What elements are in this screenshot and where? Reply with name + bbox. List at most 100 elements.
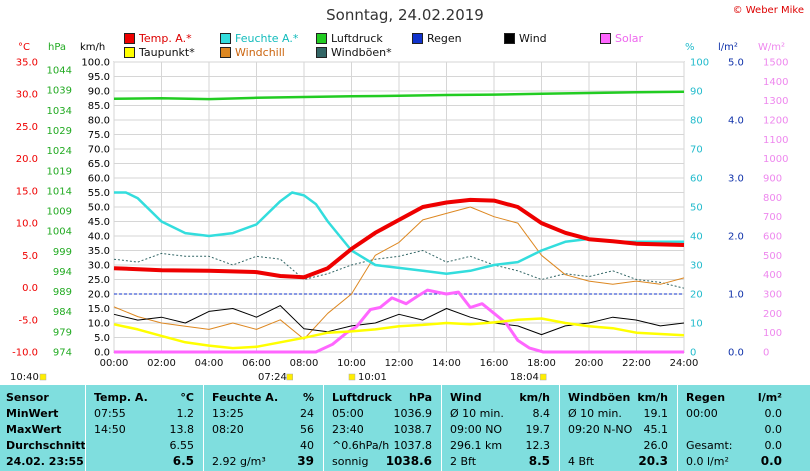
column-head: Regen xyxy=(686,391,726,404)
stats-cell-label: 2.92 g/m³ xyxy=(212,455,266,468)
x-tick-label: 12:00 xyxy=(385,358,414,369)
wind-axis-tick-label: 5.0 xyxy=(94,333,110,344)
stats-cell-label: 08:20 xyxy=(212,423,244,436)
temp-axis-tick-label: 0.0 xyxy=(22,283,38,294)
stats-column: Regen l/m² 00:00 0.0 0.0 Gesamt: 0.0 0.0 l/m² 0.… xyxy=(680,385,790,471)
time-marker-dot xyxy=(539,373,547,381)
stats-column: Temp. A. °C 07:55 1.2 14:50 13.8 6.55 6.5 xyxy=(88,385,202,471)
wind-axis-tick-label: 75.0 xyxy=(88,130,110,141)
pressure-axis-tick-label: 994 xyxy=(53,267,72,278)
humidity-axis-tick-label: 50 xyxy=(690,203,703,214)
legend-label: Windchill xyxy=(235,46,285,59)
stats-cell-value: 8.5 xyxy=(528,454,550,468)
solar-axis-tick-label: 0 xyxy=(763,348,769,359)
legend-item: Wind xyxy=(504,32,547,45)
time-marker-dot xyxy=(286,373,293,381)
series-line-windb-en xyxy=(113,250,685,289)
rain-unit-label: l/m² xyxy=(718,42,738,53)
humidity-unit-label: % xyxy=(685,42,695,53)
pressure-axis-tick-label: 1044 xyxy=(47,66,72,77)
wind-axis-tick-label: 95.0 xyxy=(88,72,110,83)
legend-swatch xyxy=(220,47,231,58)
wind-axis-tick-label: 60.0 xyxy=(88,174,110,185)
stats-cell-value: 56 xyxy=(300,423,314,436)
pressure-axis-tick-label: 1029 xyxy=(47,126,72,137)
stats-cell-value: 39 xyxy=(297,454,314,468)
legend-label: Temp. A.* xyxy=(139,32,192,45)
time-marker-sunrise: 07:24 xyxy=(258,372,287,383)
column-unit: °C xyxy=(180,391,194,404)
durchschnitt-label: Durchschnitt xyxy=(6,439,86,452)
x-tick-label: 08:00 xyxy=(290,358,319,369)
column-head: Wind xyxy=(450,391,482,404)
wind-axis-tick-label: 30.0 xyxy=(88,261,110,272)
solar-axis-tick-label: 1500 xyxy=(763,58,788,69)
stats-cell-value: 0.0 xyxy=(764,423,783,436)
series-line-windchill xyxy=(113,206,685,340)
column-head: Luftdruck xyxy=(332,391,392,404)
legend-swatch xyxy=(600,33,611,44)
stats-column: Feuchte A.% 13:25 24 08:20 56 40 2.92 g/m³ 39 xyxy=(206,385,322,471)
legend-label: Windböen* xyxy=(331,46,392,59)
humidity-axis-tick-label: 40 xyxy=(690,232,703,243)
stats-cell-label: 05:00 xyxy=(332,407,364,420)
stats-cell-value: 12.3 xyxy=(525,439,551,452)
humidity-axis-tick-label: 10 xyxy=(690,319,703,330)
column-separator xyxy=(85,385,86,471)
pressure-axis-tick-label: 989 xyxy=(53,287,72,298)
x-tick-label: 16:00 xyxy=(480,358,509,369)
wind-axis-tick-label: 25.0 xyxy=(88,275,110,286)
legend-swatch xyxy=(504,33,515,44)
legend-item: Feuchte A.* xyxy=(220,32,298,45)
pressure-axis-tick-label: 1014 xyxy=(47,186,72,197)
legend-label: Wind xyxy=(519,32,547,45)
series-line-solar xyxy=(114,288,684,354)
stats-cell-value: 1037.8 xyxy=(393,439,433,452)
legend-swatch xyxy=(124,47,135,58)
stats-cell-label: 0.0 l/m² xyxy=(686,455,729,468)
humidity-axis-tick-label: 20 xyxy=(690,290,703,301)
stats-cell-label: Gesamt: xyxy=(686,439,733,452)
column-unit: hPa xyxy=(408,391,432,404)
stats-column: Windböen km/h Ø 10 min. 19.1 09:20 N-NO 45.1 2… xyxy=(562,385,676,471)
time-marker-dot xyxy=(39,373,47,381)
stats-cell-value: 0.0 xyxy=(760,454,782,468)
column-separator xyxy=(203,385,204,471)
solar-axis-tick-label: 800 xyxy=(763,193,782,204)
stats-cell-value: 1038.7 xyxy=(393,423,433,436)
column-unit: km/h xyxy=(637,391,668,404)
x-tick-label: 18:00 xyxy=(527,358,556,369)
stats-cell-value: 19.7 xyxy=(525,423,551,436)
wind-axis-tick-label: 10.0 xyxy=(88,319,110,330)
stats-cell-value: 0.0 xyxy=(764,439,783,452)
legend-label: Solar xyxy=(615,32,644,45)
x-tick-label: 06:00 xyxy=(242,358,271,369)
legend-label: Feuchte A.* xyxy=(235,32,299,45)
series-line-temp-a xyxy=(113,197,685,280)
solar-axis-tick-label: 900 xyxy=(763,174,782,185)
minwert-label: MinWert xyxy=(6,407,59,420)
series-line-luftdruck xyxy=(113,90,685,101)
legend-item: Windböen* xyxy=(316,46,392,59)
temp-axis-tick-label: -5.0 xyxy=(18,315,38,326)
stats-column: Wind km/h Ø 10 min. 8.4 09:00 NO 19.7 296.1 km… xyxy=(444,385,558,471)
stats-cell-label: Ø 10 min. xyxy=(568,407,622,420)
legend-item: Regen xyxy=(412,32,462,45)
rain-axis-tick-label: 1.0 xyxy=(728,290,744,301)
pressure-axis-tick-label: 999 xyxy=(53,247,72,258)
humidity-axis-tick-label: 80 xyxy=(690,116,703,127)
solar-axis-tick-label: 1400 xyxy=(763,77,788,88)
rain-axis-tick-label: 5.0 xyxy=(728,58,744,69)
rain-axis-tick-label: 3.0 xyxy=(728,174,744,185)
solar-axis-tick-label: 1000 xyxy=(763,154,788,165)
solar-axis-tick-label: 1300 xyxy=(763,96,788,107)
pressure-axis-tick-label: 1004 xyxy=(47,227,72,238)
pressure-unit-label: hPa xyxy=(48,42,66,53)
humidity-axis-tick-label: 30 xyxy=(690,261,703,272)
solar-axis-tick-label: 300 xyxy=(763,290,782,301)
stats-cell-label: Ø 10 min. xyxy=(450,407,504,420)
column-unit: km/h xyxy=(519,391,550,404)
legend-swatch xyxy=(316,47,327,58)
rain-axis-tick-label: 0.0 xyxy=(728,348,744,359)
